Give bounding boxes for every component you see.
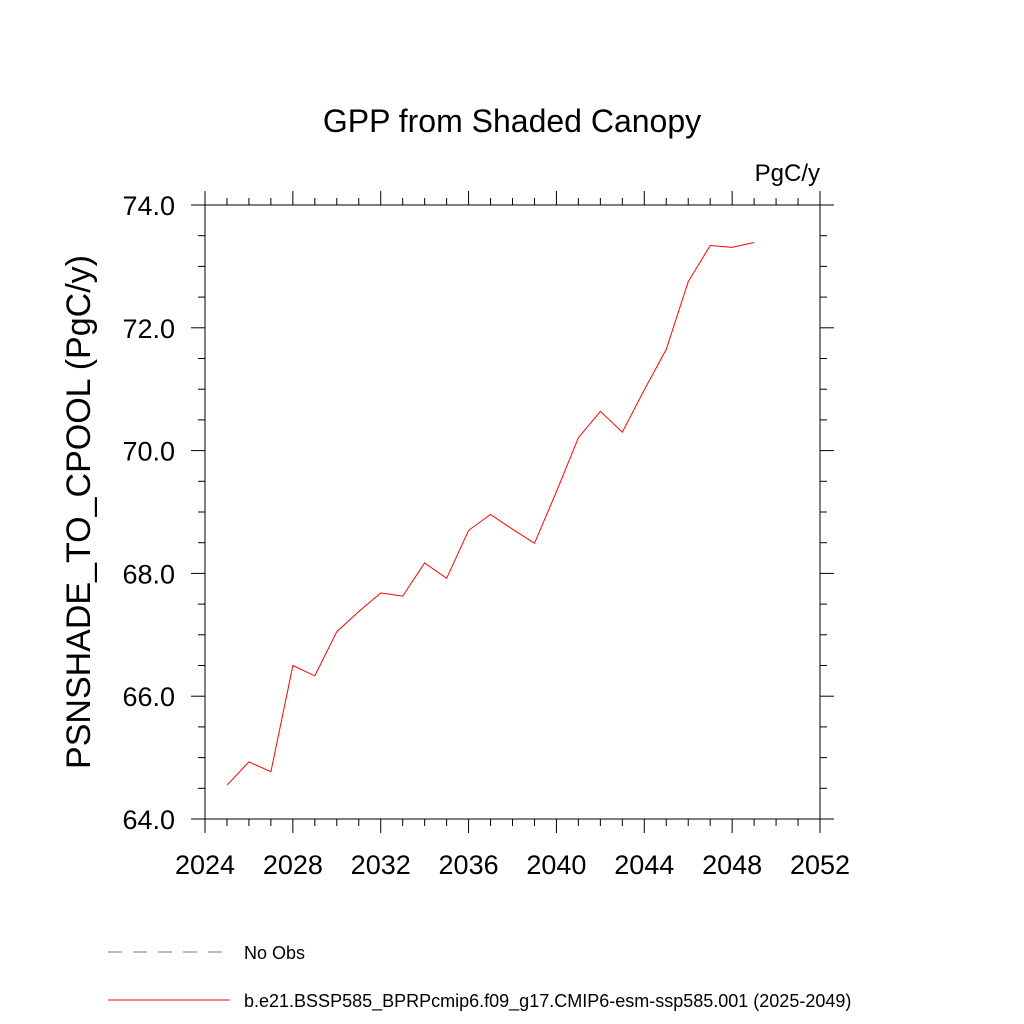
units-label: PgC/y [755, 160, 820, 187]
legend-label: b.e21.BSSP585_BPRPcmip6.f09_g17.CMIP6-es… [244, 991, 851, 1012]
series-group [226, 242, 755, 786]
y-tick-label: 68.0 [122, 559, 175, 589]
x-tick-label: 2052 [790, 850, 850, 880]
x-tick-label: 2032 [351, 850, 411, 880]
legend-label: No Obs [244, 943, 305, 963]
y-axis-label: PSNSHADE_TO_CPOOL (PgC/y) [60, 255, 98, 769]
y-tick-label: 72.0 [122, 314, 175, 344]
axis-ticks: 2024 2028 2032 2036 2040 2044 2048 2052 64.0 66.0… [122, 191, 850, 880]
x-tick-label: 2040 [526, 850, 586, 880]
x-tick-label: 2036 [439, 850, 499, 880]
y-tick-label: 70.0 [122, 437, 175, 467]
x-tick-label: 2024 [175, 850, 235, 880]
series-line [226, 242, 755, 786]
plot-frame [204, 204, 821, 820]
x-tick-label: 2048 [702, 850, 762, 880]
x-tick-label: 2028 [263, 850, 323, 880]
chart-title: GPP from Shaded Canopy [323, 103, 701, 139]
x-tick-label: 2044 [614, 850, 674, 880]
y-tick-label: 66.0 [122, 682, 175, 712]
y-tick-label: 74.0 [122, 191, 175, 221]
legend: No Obs b.e21.BSSP585_BPRPcmip6.f09_g17.CM… [108, 943, 851, 1012]
y-tick-label: 64.0 [122, 805, 175, 835]
